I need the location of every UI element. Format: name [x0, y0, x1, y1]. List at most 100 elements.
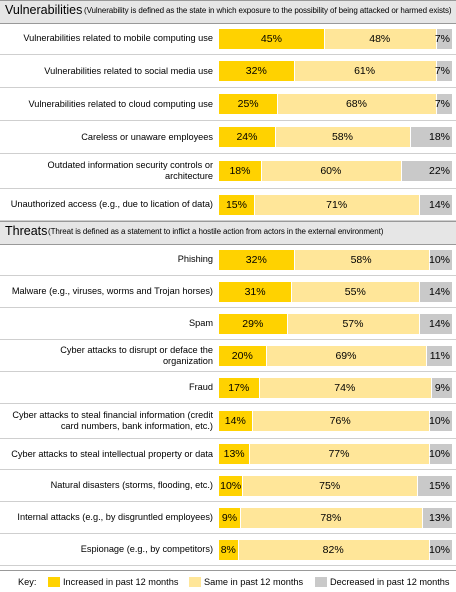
bar-segment-increased	[219, 29, 324, 49]
legend-swatch-decreased	[315, 577, 327, 587]
data-label-increased: 9%	[221, 512, 238, 524]
bar-row: Espionage (e.g., by competitors) 8% 82% 10%	[0, 534, 456, 566]
data-label-same: 58%	[350, 254, 372, 266]
bar-segment-increased	[219, 444, 250, 464]
bar-segment-same	[277, 94, 436, 114]
stacked-bar: 8% 82% 10%	[219, 540, 452, 560]
bar-segment-same	[260, 161, 401, 181]
stacked-bar: 32% 58% 10%	[219, 250, 452, 270]
category-label: Cyber attacks to steal financial informa…	[12, 410, 213, 431]
category-label: Fraud	[188, 382, 213, 392]
data-label-increased: 13%	[223, 448, 245, 460]
bar-segment-decreased	[419, 282, 452, 302]
stacked-bar: 25% 68% 7%	[219, 94, 452, 114]
bar-segment-same	[242, 476, 418, 496]
data-label-decreased: 13%	[428, 512, 450, 524]
threats-subtitle: (Threat is defined as a statement to inf…	[48, 227, 384, 236]
data-label-increased: 17%	[228, 382, 250, 394]
data-label-decreased: 22%	[428, 165, 450, 177]
data-label-same: 57%	[342, 318, 364, 330]
bar-segment-increased	[219, 314, 287, 334]
category-label: Natural disasters (storms, flooding, etc…	[50, 480, 213, 490]
stacked-bar: 17% 74% 9%	[219, 378, 452, 398]
vulnerabilities-title: Vulnerabilities	[5, 3, 83, 17]
bar-row: Internal attacks (e.g., by disgruntled e…	[0, 502, 456, 534]
data-label-decreased: 7%	[434, 33, 450, 45]
bar-segment-same	[251, 411, 429, 431]
bar-segment-decreased	[421, 508, 452, 528]
data-label-increased: 25%	[237, 98, 259, 110]
data-label-decreased: 7%	[434, 65, 450, 77]
bar-segment-decreased	[417, 476, 452, 496]
data-label-increased: 10%	[220, 480, 242, 492]
data-label-decreased: 14%	[428, 318, 450, 330]
bar-segment-same	[286, 314, 420, 334]
data-label-same: 60%	[320, 165, 342, 177]
bar-segment-increased	[219, 94, 278, 114]
data-label-same: 74%	[334, 382, 356, 394]
bar-row: Unauthorized access (e.g., due to licati…	[0, 189, 456, 221]
bar-segment-decreased	[428, 250, 452, 270]
bar-segment-increased	[219, 250, 294, 270]
bar-row: Vulnerabilities related to cloud computi…	[0, 88, 456, 121]
bar-segment-increased	[219, 476, 243, 496]
bar-row: Spam 29% 57% 14%	[0, 308, 456, 340]
stacked-bar: 15% 71% 14%	[219, 195, 452, 215]
bar-segment-same	[323, 29, 436, 49]
category-label: Espionage (e.g., by competitors)	[80, 544, 213, 554]
bar-segment-increased	[219, 411, 252, 431]
bar-segment-same	[293, 61, 436, 81]
data-label-decreased: 9%	[434, 382, 450, 394]
bar-segment-same	[239, 508, 422, 528]
data-label-decreased: 11%	[429, 350, 450, 362]
bar-segment-same	[293, 250, 429, 270]
data-label-same: 71%	[326, 199, 348, 211]
category-label: Vulnerabilities related to mobile comput…	[23, 33, 213, 43]
bar-segment-decreased	[410, 127, 452, 147]
data-label-decreased: 14%	[428, 286, 450, 298]
bar-segment-increased	[219, 282, 292, 302]
data-label-same: 68%	[345, 98, 367, 110]
bar-segment-decreased	[435, 29, 452, 49]
bar-row: Vulnerabilities related to mobile comput…	[0, 23, 456, 55]
data-label-increased: 32%	[245, 254, 267, 266]
stacked-bar: 24% 58% 18%	[219, 127, 452, 147]
bar-segment-increased	[219, 346, 266, 366]
bar-row: Vulnerabilities related to social media …	[0, 55, 456, 88]
data-label-same: 58%	[331, 131, 353, 143]
data-label-same: 55%	[344, 286, 366, 298]
category-label: Unauthorized access (e.g., due to licati…	[10, 199, 213, 209]
category-label: Vulnerabilities related to social media …	[44, 65, 213, 76]
data-label-same: 61%	[354, 65, 376, 77]
stacked-bar: 32% 61% 7%	[219, 61, 452, 81]
bar-segment-same	[249, 444, 429, 464]
legend-label-decreased: Decreased in past 12 months	[330, 577, 450, 587]
legend-swatch-increased	[48, 577, 60, 587]
legend-label-increased: Increased in past 12 months	[63, 577, 179, 587]
bar-row: Fraud 17% 74% 9%	[0, 372, 456, 404]
bar-segment-increased	[219, 508, 240, 528]
data-label-same: 75%	[319, 480, 341, 492]
category-label: Phishing	[177, 254, 213, 264]
data-label-increased: 31%	[244, 286, 266, 298]
stacked-bar: 29% 57% 14%	[219, 314, 452, 334]
data-label-decreased: 18%	[428, 131, 450, 143]
data-label-increased: 14%	[224, 415, 246, 427]
vulnerabilities-subtitle: (Vulnerability is defined as the state i…	[84, 6, 452, 15]
data-label-decreased: 10%	[428, 448, 450, 460]
data-label-same: 82%	[322, 544, 344, 556]
data-label-increased: 20%	[231, 350, 253, 362]
data-label-increased: 45%	[260, 33, 282, 45]
data-label-decreased: 14%	[428, 199, 450, 211]
data-label-increased: 15%	[225, 199, 247, 211]
bar-segment-same	[291, 282, 420, 302]
bar-segment-decreased	[435, 94, 452, 114]
bar-segment-decreased	[431, 378, 452, 398]
bar-segment-decreased	[419, 314, 452, 334]
category-label: Malware (e.g., viruses, worms and Trojan…	[11, 286, 213, 296]
category-label: Cyber attacks to disrupt or deface the o…	[60, 344, 213, 366]
data-label-increased: 18%	[229, 165, 251, 177]
bar-segment-same	[237, 540, 429, 560]
bar-segment-increased	[219, 195, 254, 215]
category-label: Spam	[188, 318, 213, 328]
